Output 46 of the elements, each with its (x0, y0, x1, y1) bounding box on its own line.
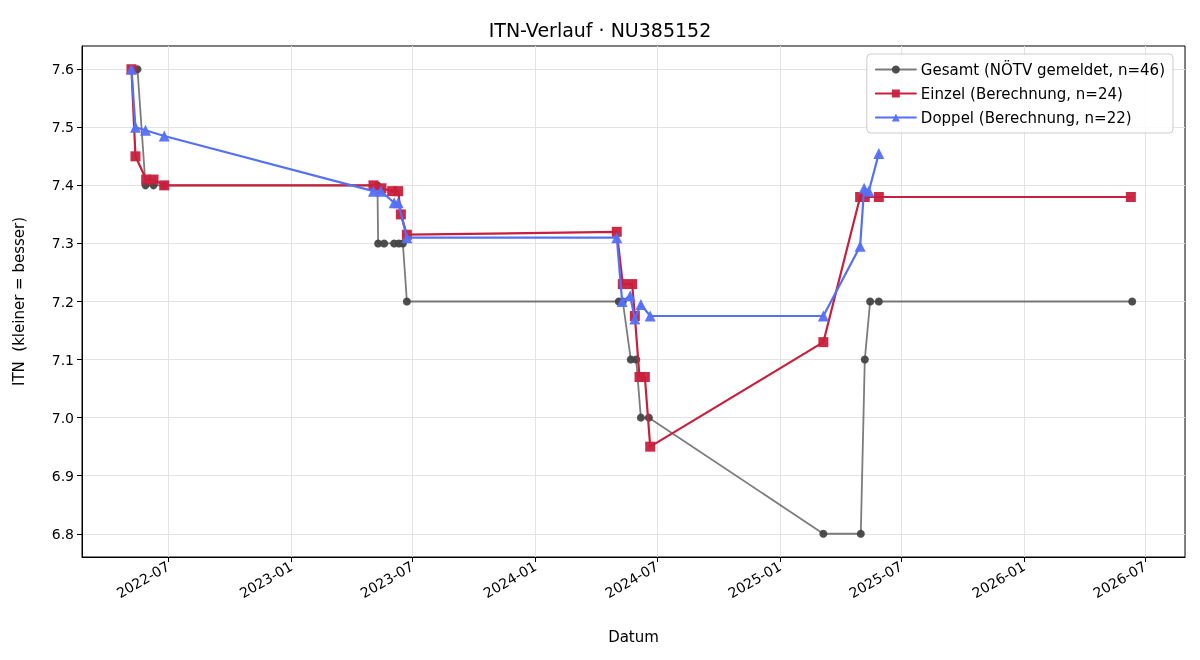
point (860, 355, 869, 364)
legend-label: Doppel (Berechnung, n=22) (920, 108, 1132, 127)
point (380, 239, 389, 248)
y-tick-label: 7.6 (51, 61, 75, 78)
point (856, 529, 865, 538)
y-tick-label: 7.1 (51, 351, 74, 368)
y-tick-label: 7.2 (51, 293, 74, 310)
y-tick-label: 7.3 (51, 235, 74, 252)
y-tick-label: 7.5 (51, 119, 74, 136)
point (1128, 297, 1137, 306)
point (645, 441, 656, 452)
y-tick-label: 6.8 (51, 525, 74, 542)
point (819, 529, 828, 538)
point (639, 371, 650, 382)
point (130, 151, 141, 162)
point (158, 130, 170, 142)
point (140, 124, 152, 136)
point (1125, 191, 1136, 202)
point (866, 297, 875, 306)
point (818, 337, 829, 348)
point (392, 197, 404, 209)
point (635, 298, 647, 310)
point (863, 185, 875, 197)
point (636, 413, 645, 422)
point (854, 240, 866, 252)
point (644, 310, 656, 322)
point (627, 279, 638, 290)
y-tick-label: 7.4 (51, 177, 75, 194)
x-axis-title: Datum (608, 627, 659, 646)
chart-title: ITN-Verlauf · NU385152 (488, 18, 712, 41)
y-axis-title: ITN (kleiner = besser) (9, 216, 28, 387)
point (611, 226, 622, 237)
point (402, 297, 411, 306)
point (393, 186, 404, 197)
point (624, 290, 636, 302)
legend-label: Einzel (Berechnung, n=24) (920, 84, 1123, 103)
point (401, 232, 413, 244)
point (611, 232, 623, 244)
point (817, 310, 829, 322)
point (873, 147, 885, 159)
legend-label: Gesamt (NÖTV gemeldet, n=46) (920, 59, 1166, 79)
point (148, 174, 159, 185)
y-tick-label: 7.0 (51, 409, 74, 426)
y-tick-label: 6.9 (51, 467, 74, 484)
point (873, 191, 884, 202)
point (874, 297, 883, 306)
